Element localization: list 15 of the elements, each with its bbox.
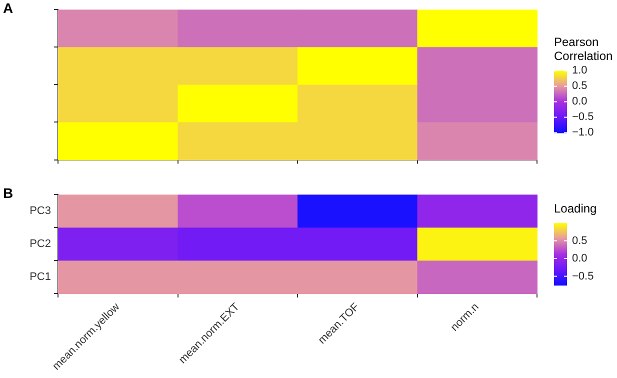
color-bar-label: 1.0 bbox=[572, 64, 588, 77]
color-bar-label: 0.0 bbox=[572, 252, 588, 265]
color-bar-title: Pearson Correlation bbox=[554, 35, 613, 64]
color-bar-label: 0.5 bbox=[572, 80, 588, 92]
color-bar-label: −1.0 bbox=[572, 126, 594, 139]
color-bar-label: 0.0 bbox=[572, 96, 588, 108]
chart-title: B bbox=[3, 184, 14, 201]
chart-title: A bbox=[3, 0, 14, 16]
color-bar-label: 0.5 bbox=[572, 234, 588, 247]
color-bar-label: −0.5 bbox=[572, 270, 594, 282]
y-tick-label: PC3 bbox=[30, 205, 51, 218]
color-bar-title: Loading bbox=[554, 201, 597, 216]
y-tick-label: PC2 bbox=[30, 238, 51, 250]
y-tick-label: PC1 bbox=[30, 271, 51, 284]
color-bar-label: −0.5 bbox=[572, 111, 594, 124]
